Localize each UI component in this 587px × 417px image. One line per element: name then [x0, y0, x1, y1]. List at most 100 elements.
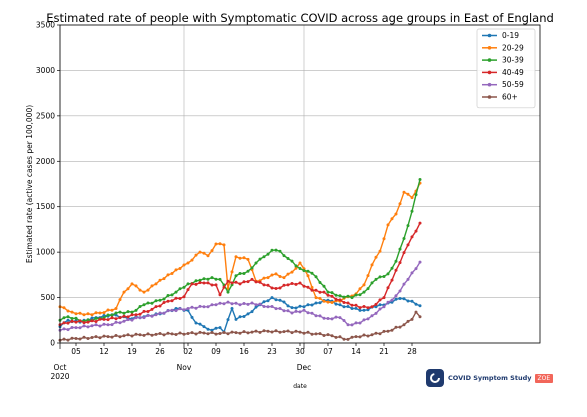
data-point: [302, 308, 306, 312]
data-point: [214, 303, 218, 307]
data-point: [322, 316, 326, 320]
data-point: [382, 329, 386, 333]
data-point: [322, 334, 326, 337]
data-point: [366, 287, 370, 291]
data-point: [286, 257, 290, 260]
data-point: [210, 331, 214, 334]
data-point: [154, 313, 158, 317]
data-point: [114, 320, 118, 324]
data-point: [198, 281, 202, 285]
data-point: [374, 255, 378, 259]
data-point: [86, 320, 90, 324]
data-point: [218, 301, 222, 305]
data-point: [210, 328, 214, 332]
data-point: [174, 309, 178, 313]
data-point: [106, 308, 110, 312]
data-point: [222, 285, 226, 289]
data-point: [358, 321, 362, 325]
data-point: [362, 305, 366, 308]
data-point: [102, 311, 106, 315]
data-point: [274, 329, 278, 333]
data-point: [214, 332, 218, 336]
data-point: [330, 317, 334, 321]
data-point: [270, 305, 274, 308]
x-axis-label: date: [293, 383, 307, 390]
x-tick-label: 28: [407, 347, 417, 356]
data-point: [346, 294, 350, 298]
data-point: [238, 282, 242, 286]
data-point: [274, 287, 278, 290]
data-point: [410, 271, 414, 275]
data-point: [394, 268, 398, 272]
data-point: [126, 318, 130, 322]
data-point: [242, 280, 246, 284]
data-point: [94, 311, 98, 315]
data-point: [218, 332, 222, 335]
data-point: [154, 299, 158, 303]
data-point: [278, 298, 282, 302]
data-point: [362, 283, 366, 287]
data-point: [358, 308, 362, 312]
data-point: [346, 301, 350, 305]
data-point: [102, 314, 106, 317]
data-point: [314, 301, 318, 305]
data-point: [326, 290, 330, 294]
data-point: [266, 329, 270, 333]
data-point: [166, 294, 170, 297]
data-point: [366, 308, 370, 312]
data-point: [154, 305, 158, 309]
x-tick-label: 26: [155, 347, 165, 356]
data-point: [242, 256, 246, 260]
data-point: [238, 303, 242, 307]
data-point: [142, 290, 146, 294]
data-point: [278, 249, 282, 253]
data-point: [234, 274, 238, 278]
data-point: [138, 316, 142, 320]
data-point: [282, 330, 286, 334]
data-point: [234, 301, 238, 305]
data-point: [162, 333, 166, 337]
data-point: [62, 316, 66, 320]
data-point: [374, 305, 378, 309]
data-point: [402, 282, 406, 286]
data-point: [230, 302, 234, 306]
data-point: [358, 335, 362, 339]
data-point: [254, 261, 258, 265]
data-point: [294, 329, 298, 333]
data-point: [130, 310, 134, 314]
data-point: [326, 333, 330, 337]
data-point: [186, 307, 190, 310]
data-point: [318, 290, 322, 294]
data-point: [282, 276, 286, 280]
data-point: [230, 307, 234, 310]
data-point: [406, 192, 410, 196]
data-point: [370, 263, 374, 267]
data-point: [306, 285, 310, 289]
data-point: [210, 283, 214, 287]
data-point: [254, 280, 258, 284]
data-point: [350, 307, 354, 310]
data-point: [394, 212, 398, 216]
x-year-label: 2020: [50, 372, 69, 381]
data-point: [190, 258, 194, 262]
data-point: [162, 297, 166, 301]
data-point: [74, 326, 78, 330]
data-point: [338, 294, 342, 298]
data-point: [90, 316, 94, 320]
data-point: [374, 331, 378, 335]
data-point: [354, 306, 358, 310]
data-point: [186, 288, 190, 292]
data-point: [310, 271, 314, 275]
data-point: [406, 319, 410, 323]
data-point: [294, 264, 298, 268]
data-point: [294, 282, 298, 286]
legend-marker: [487, 33, 492, 38]
data-point: [186, 282, 190, 286]
data-point: [250, 266, 254, 270]
data-point: [378, 332, 382, 336]
data-point: [78, 311, 82, 315]
data-point: [98, 311, 102, 315]
data-point: [386, 329, 390, 333]
data-point: [254, 305, 258, 309]
data-point: [294, 309, 298, 313]
